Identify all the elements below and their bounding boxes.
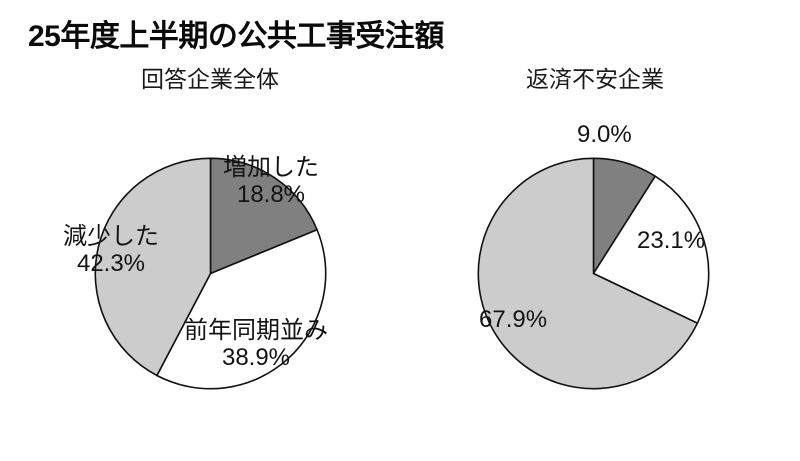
pie-label-same-left: 前年同期並み 38.9%	[161, 317, 351, 372]
pie-label-increase-left-value: 18.8%	[236, 180, 306, 208]
pie-label-increase-right: 9.0%	[577, 121, 677, 149]
pie-label-decrease-right: 67.9%	[479, 306, 599, 334]
pie-label-same-left-name: 前年同期並み	[184, 317, 328, 344]
pie-label-increase-left-name: 増加した	[223, 154, 319, 181]
pie-chart-right	[477, 157, 710, 390]
pie-slice-decrease-left	[94, 157, 212, 377]
pie-label-increase-left: 増加した 18.8%	[206, 154, 336, 209]
pie-slice-same-left	[156, 228, 327, 390]
pie-left-svg	[94, 157, 327, 390]
pie-label-decrease-left-value: 42.3%	[76, 249, 146, 277]
pie-label-same-right: 23.1%	[637, 227, 747, 255]
page-title: 25年度上半期の公共工事受注額	[28, 20, 444, 53]
pie-label-increase-right-value: 9.0%	[577, 121, 632, 148]
pie-label-decrease-left: 減少した 42.3%	[41, 223, 181, 278]
pie-chart-left	[94, 157, 327, 390]
pie-slice-increase-left	[209, 157, 318, 275]
pie-right-svg	[477, 157, 710, 390]
pie-label-decrease-left-name: 減少した	[63, 223, 159, 250]
pie-label-decrease-right-value: 67.9%	[479, 306, 548, 333]
panel-subtitle-left: 回答企業全体	[141, 66, 279, 92]
pie-label-same-left-value: 38.9%	[221, 343, 291, 371]
panel-subtitle-right: 返済不安企業	[526, 66, 664, 92]
pie-slice-decrease-right	[477, 157, 699, 390]
pie-label-same-right-value: 23.1%	[637, 227, 706, 254]
